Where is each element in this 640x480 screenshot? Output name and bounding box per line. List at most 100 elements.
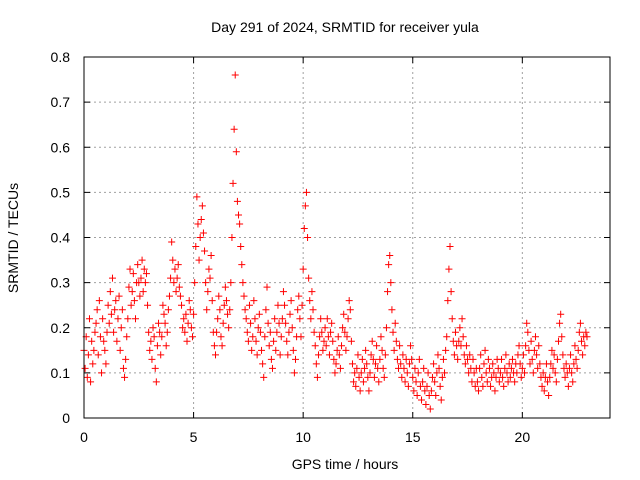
data-point: [144, 301, 152, 309]
data-point: [92, 319, 100, 327]
data-point: [521, 369, 529, 377]
data-point: [127, 301, 135, 309]
data-point: [433, 369, 441, 377]
data-point: [364, 373, 372, 381]
data-point: [270, 337, 278, 345]
x-axis-label: GPS time / hours: [292, 456, 399, 472]
data-point: [147, 337, 155, 345]
data-point: [399, 351, 407, 359]
data-point: [136, 292, 144, 300]
data-point: [384, 288, 392, 296]
data-point: [83, 373, 91, 381]
data-point: [233, 197, 241, 205]
data-point: [272, 346, 280, 354]
data-point: [504, 378, 512, 386]
data-point: [489, 360, 497, 368]
data-point: [382, 324, 390, 332]
data-point: [507, 364, 515, 372]
x-tick-label: 20: [515, 429, 531, 445]
data-point: [214, 315, 222, 323]
data-point: [192, 243, 200, 251]
data-point: [324, 333, 332, 341]
data-point: [503, 369, 511, 377]
data-point: [153, 342, 161, 350]
data-point: [407, 342, 415, 350]
data-point: [150, 333, 158, 341]
data-point: [481, 346, 489, 354]
data-point: [515, 342, 523, 350]
data-point: [330, 355, 338, 363]
data-point: [494, 364, 502, 372]
data-point: [164, 306, 172, 314]
data-point: [301, 202, 309, 210]
data-point: [438, 373, 446, 381]
data-point: [173, 274, 181, 282]
data-point: [146, 346, 154, 354]
data-point: [157, 351, 165, 359]
data-point: [322, 342, 330, 350]
data-point: [85, 315, 93, 323]
data-point: [284, 351, 292, 359]
data-point: [101, 346, 109, 354]
data-point: [188, 333, 196, 341]
data-point: [458, 315, 466, 323]
data-point: [538, 382, 546, 390]
data-point: [260, 373, 268, 381]
data-point: [483, 378, 491, 386]
data-point: [265, 342, 273, 350]
data-point: [554, 337, 562, 345]
data-point: [278, 315, 286, 323]
data-point: [550, 351, 558, 359]
data-point: [187, 324, 195, 332]
data-point: [201, 247, 209, 255]
data-point: [391, 319, 399, 327]
data-point: [275, 319, 283, 327]
data-point: [306, 297, 314, 305]
y-tick-label: 0: [62, 410, 70, 426]
data-point: [230, 125, 238, 133]
data-point: [259, 360, 267, 368]
data-point: [217, 333, 225, 341]
data-point: [485, 364, 493, 372]
data-point: [352, 382, 360, 390]
data-point: [569, 378, 577, 386]
data-point: [122, 355, 130, 363]
data-point: [418, 396, 426, 404]
data-point: [473, 378, 481, 386]
data-point: [574, 346, 582, 354]
data-point: [340, 310, 348, 318]
data-point: [138, 256, 146, 264]
data-point: [125, 283, 133, 291]
data-point: [365, 387, 373, 395]
data-point: [307, 315, 315, 323]
data-point: [495, 378, 503, 386]
data-point: [529, 369, 537, 377]
data-point: [519, 351, 527, 359]
data-point: [513, 369, 521, 377]
data-point: [180, 315, 188, 323]
data-point: [437, 396, 445, 404]
data-point: [327, 328, 335, 336]
data-point: [169, 256, 177, 264]
data-point: [576, 319, 584, 327]
data-point: [141, 279, 149, 287]
data-point: [313, 373, 321, 381]
data-point: [156, 328, 164, 336]
data-point: [239, 279, 247, 287]
data-point: [329, 337, 337, 345]
data-point: [378, 346, 386, 354]
data-point: [253, 351, 261, 359]
data-point: [553, 355, 561, 363]
data-point: [106, 288, 114, 296]
data-point: [281, 301, 289, 309]
data-point: [183, 337, 191, 345]
data-point: [158, 333, 166, 341]
data-point: [215, 292, 223, 300]
data-point: [310, 328, 318, 336]
data-point: [328, 319, 336, 327]
data-point: [428, 373, 436, 381]
data-point: [390, 346, 398, 354]
data-point: [362, 346, 370, 354]
data-point: [213, 328, 221, 336]
data-point: [98, 369, 106, 377]
